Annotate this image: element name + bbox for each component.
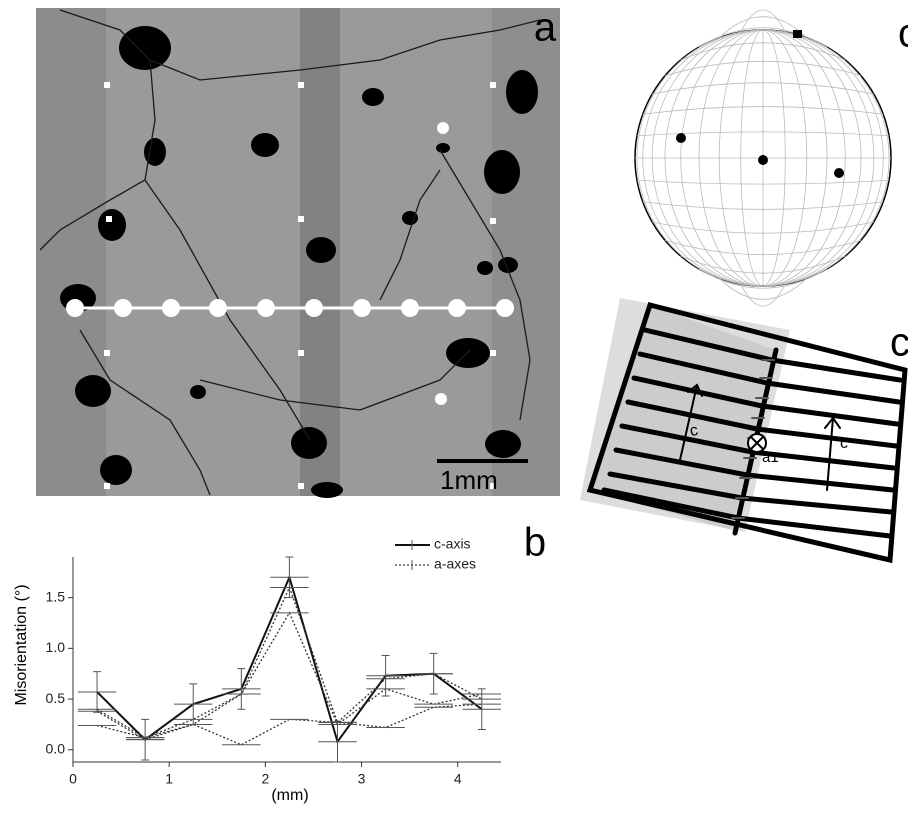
legend-label: c-axis [434,536,471,552]
x-tick-label: 1 [165,771,173,787]
lattice-diagram [580,298,905,560]
y-tick-label: 0.5 [46,690,66,706]
y-axis-label: Misorientation (°) [13,584,30,705]
figure: a 1mm c c c a1 c b [0,0,908,818]
series-line [97,704,482,745]
y-tick-label: 1.5 [46,588,66,604]
series-line [97,577,482,741]
x-tick-label: 0 [69,771,77,787]
panel-label: a [534,6,557,50]
x-axis-label: (mm) [271,787,308,804]
x-tick-label: 3 [358,771,366,787]
stereonet [635,10,891,306]
legend-label: a-axes [434,556,476,572]
panel-label: b [524,521,546,565]
arrow-label: c [840,435,848,452]
x-tick-label: 2 [261,771,269,787]
y-tick-label: 0.0 [46,741,66,757]
series-line [97,587,482,739]
y-tick-label: 1.0 [46,639,66,655]
panel-label: c [890,321,908,365]
axis-label: a1 [762,449,779,466]
x-tick-label: 4 [454,771,462,787]
panel-label: c [898,12,908,56]
micrograph [36,8,560,498]
scale-bar-label: 1mm [440,465,498,495]
